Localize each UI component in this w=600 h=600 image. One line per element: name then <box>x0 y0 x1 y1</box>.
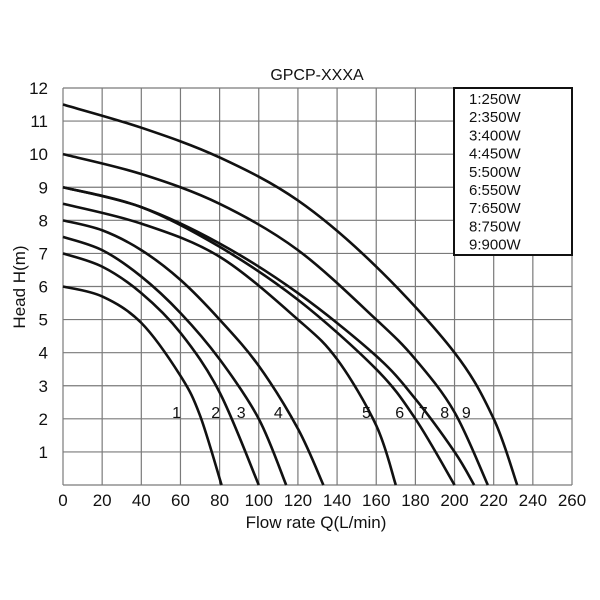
pump-curve-1 <box>62 285 223 486</box>
x-tick-label: 100 <box>245 491 273 510</box>
x-tick-label: 60 <box>171 491 190 510</box>
x-tick-label: 160 <box>362 491 390 510</box>
pump-curve-2 <box>62 252 260 486</box>
legend-entry: 5:500W <box>469 164 522 181</box>
curve-number-label: 9 <box>462 405 471 422</box>
legend-entry: 3:400W <box>469 127 522 144</box>
pump-curve-8 <box>62 152 490 486</box>
y-tick-label: 6 <box>39 278 48 297</box>
pump-curves <box>62 103 519 486</box>
legend-entry: 4:450W <box>469 146 522 163</box>
x-tick-label: 40 <box>132 491 151 510</box>
pump-curve-4 <box>62 219 325 486</box>
y-tick-label: 2 <box>39 410 48 429</box>
y-tick-label: 9 <box>39 178 48 197</box>
curve-number-label: 3 <box>237 405 246 422</box>
x-axis-label: Flow rate Q(L/min) <box>246 513 387 532</box>
y-tick-label: 10 <box>29 145 48 164</box>
x-tick-label: 140 <box>323 491 351 510</box>
y-tick-label: 11 <box>30 112 48 131</box>
y-tick-label: 8 <box>39 211 48 230</box>
pump-curve-5 <box>62 202 398 486</box>
legend-box <box>453 87 573 256</box>
legend-entry: 7:650W <box>469 200 522 217</box>
curve-number-label: 1 <box>172 405 181 422</box>
curve-number-label: 6 <box>395 405 404 422</box>
curve-number-label: 4 <box>274 405 283 422</box>
legend-entry: 9:900W <box>469 237 522 254</box>
curve-number-label: 5 <box>362 405 371 422</box>
x-tick-label: 20 <box>93 491 112 510</box>
x-tick-label: 200 <box>440 491 468 510</box>
y-tick-label: 12 <box>29 79 48 98</box>
y-tick-label: 5 <box>39 311 48 330</box>
x-axis-ticks: 0 20 40 60 80 100 120 140 160 180 200 220 240 260 <box>58 491 586 510</box>
y-tick-label: 4 <box>39 344 48 363</box>
x-tick-label: 180 <box>401 491 429 510</box>
legend-entry: 1:250W <box>469 91 522 108</box>
curve-number-label: 2 <box>211 405 220 422</box>
x-tick-label: 0 <box>58 491 67 510</box>
x-tick-label: 240 <box>519 491 547 510</box>
x-tick-label: 260 <box>558 491 586 510</box>
y-tick-label: 1 <box>39 443 48 462</box>
legend-entry: 6:550W <box>469 182 522 199</box>
pump-curve-7 <box>62 185 476 486</box>
chart-title: GPCP-XXXA <box>270 67 364 84</box>
y-tick-label: 3 <box>39 377 48 396</box>
y-axis-label: Head H(m) <box>10 245 29 328</box>
x-tick-label: 80 <box>210 491 229 510</box>
x-tick-label: 120 <box>284 491 312 510</box>
curve-number-label: 8 <box>440 405 449 422</box>
pump-curve-9 <box>62 103 519 486</box>
x-tick-label: 220 <box>480 491 508 510</box>
legend-entry: 8:750W <box>469 218 522 235</box>
curve-number-label: 7 <box>419 405 428 422</box>
y-tick-label: 7 <box>39 244 48 263</box>
pump-curve-3 <box>62 235 288 486</box>
legend-entry: 2:350W <box>469 109 522 126</box>
